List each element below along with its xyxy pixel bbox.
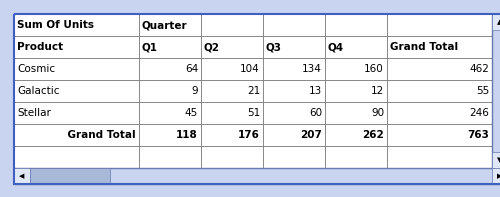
Text: Q2: Q2 [204, 42, 220, 52]
Text: 90: 90 [371, 108, 384, 118]
Text: Galactic: Galactic [17, 86, 59, 96]
Bar [492, 168, 500, 184]
Text: 160: 160 [364, 64, 384, 74]
Bar [14, 168, 30, 184]
Text: 118: 118 [176, 130, 198, 140]
Text: Sum Of Units: Sum Of Units [17, 20, 94, 30]
Bar [492, 14, 500, 168]
Bar [14, 14, 500, 184]
Text: Grand Total: Grand Total [54, 130, 136, 140]
Text: 45: 45 [185, 108, 198, 118]
Text: ▶: ▶ [498, 173, 500, 179]
Text: 60: 60 [309, 108, 322, 118]
Text: ▲: ▲ [498, 19, 500, 25]
Text: Stellar: Stellar [17, 108, 51, 118]
Text: 13: 13 [309, 86, 322, 96]
Bar [14, 14, 492, 168]
Text: 207: 207 [300, 130, 322, 140]
Text: 9: 9 [192, 86, 198, 96]
Text: 55: 55 [476, 86, 489, 96]
Text: 104: 104 [240, 64, 260, 74]
Text: ◀: ◀ [20, 173, 24, 179]
Text: 21: 21 [247, 86, 260, 96]
Text: Product: Product [17, 42, 63, 52]
Text: Quarter: Quarter [142, 20, 188, 30]
Text: Q3: Q3 [266, 42, 282, 52]
Text: Q1: Q1 [142, 42, 158, 52]
Bar [492, 152, 500, 168]
Bar [30, 168, 110, 184]
Text: 763: 763 [467, 130, 489, 140]
Text: 262: 262 [362, 130, 384, 140]
Text: 462: 462 [469, 64, 489, 74]
Text: 246: 246 [469, 108, 489, 118]
Text: 51: 51 [247, 108, 260, 118]
Text: ▼: ▼ [498, 157, 500, 163]
Text: Grand Total: Grand Total [390, 42, 458, 52]
Bar [492, 14, 500, 30]
Text: Q4: Q4 [328, 42, 344, 52]
Text: 176: 176 [238, 130, 260, 140]
Text: 12: 12 [371, 86, 384, 96]
Bar [14, 168, 500, 184]
Text: Cosmic: Cosmic [17, 64, 55, 74]
Text: 64: 64 [185, 64, 198, 74]
Text: 134: 134 [302, 64, 322, 74]
